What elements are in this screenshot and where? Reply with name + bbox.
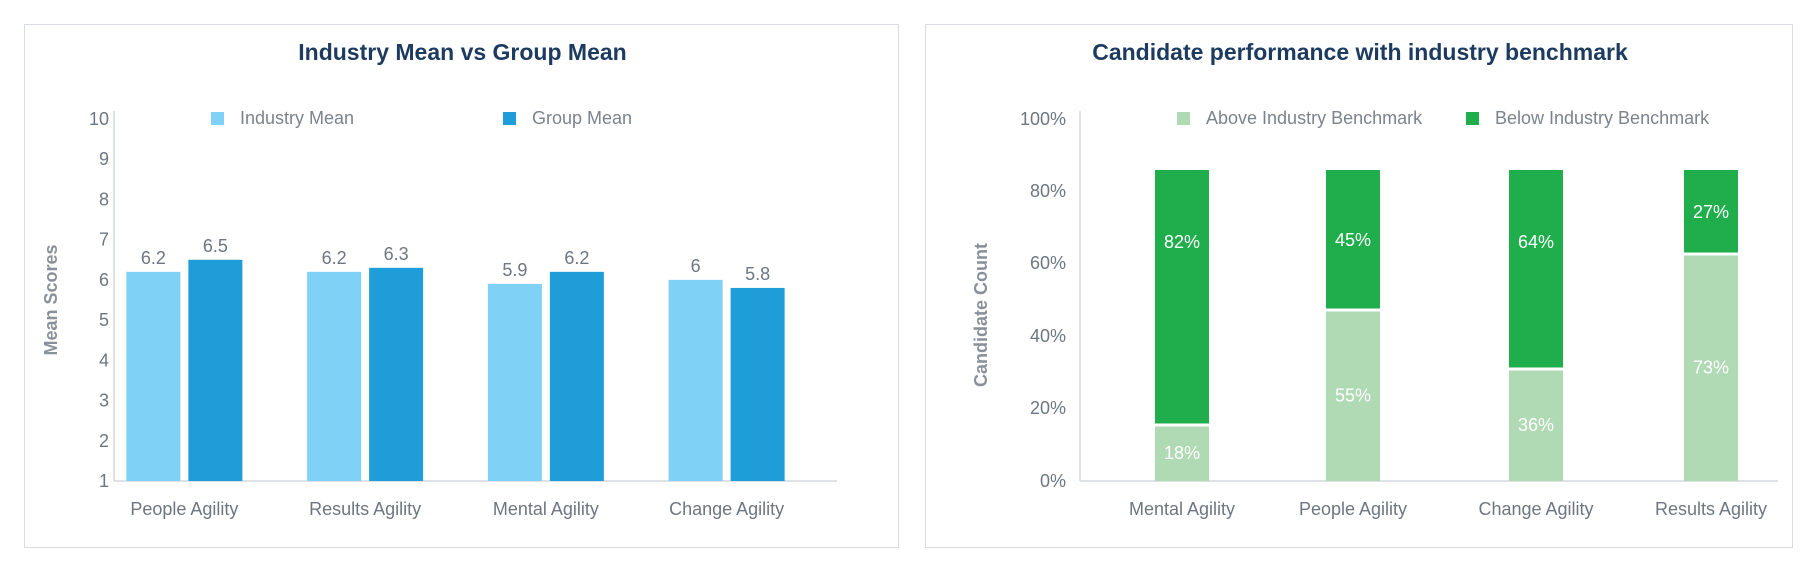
bar-segment [1326, 309, 1380, 481]
legend-label: Above Industry Benchmark [1206, 108, 1423, 128]
data-label: 36% [1518, 415, 1554, 435]
data-label: 6.2 [141, 248, 166, 268]
candidate-performance-chart: Candidate performance with industry benc… [971, 39, 1778, 519]
bar [126, 271, 181, 481]
bar [668, 279, 723, 481]
data-label: 5.9 [502, 260, 527, 280]
chart-title: Candidate performance with industry benc… [1092, 39, 1628, 65]
data-label: 45% [1335, 230, 1371, 250]
x-tick-label: Results Agility [1655, 499, 1767, 519]
data-label: 6.2 [564, 248, 589, 268]
data-label: 82% [1164, 232, 1200, 252]
bar-segment [1684, 170, 1738, 254]
legend-label: Industry Mean [240, 108, 354, 128]
x-tick-label: People Agility [130, 499, 238, 519]
y-tick-label: 3 [99, 391, 109, 411]
bar-segment [1155, 170, 1209, 426]
x-tick-label: Mental Agility [493, 499, 599, 519]
y-tick-label: 5 [99, 310, 109, 330]
bar-segment [1326, 170, 1380, 310]
bar [487, 283, 542, 481]
bar [307, 271, 362, 481]
y-tick-label: 6 [99, 270, 109, 290]
legend-swatch [1177, 112, 1190, 125]
y-axis-title: Candidate Count [971, 243, 991, 387]
x-tick-label: Change Agility [1478, 499, 1593, 519]
candidate-performance-chart-panel: Candidate performance with industry benc… [925, 24, 1793, 548]
legend-swatch [1466, 112, 1479, 125]
data-label: 5.8 [745, 264, 770, 284]
y-tick-label: 40% [1030, 326, 1066, 346]
y-tick-label: 7 [99, 230, 109, 250]
y-tick-label: 60% [1030, 253, 1066, 273]
data-label: 27% [1693, 202, 1729, 222]
data-label: 6.3 [384, 244, 409, 264]
x-tick-label: Change Agility [669, 499, 784, 519]
industry-vs-group-chart-panel: Industry Mean vs Group Mean 1 2 3 4 5 6 7 8 9 10 Me… [24, 24, 899, 548]
y-tick-label: 4 [99, 350, 109, 370]
y-tick-label: 20% [1030, 398, 1066, 418]
y-tick-label: 0% [1040, 471, 1066, 491]
y-tick-label: 80% [1030, 181, 1066, 201]
bar-segment [1155, 425, 1209, 481]
y-tick-label: 100% [1020, 109, 1066, 129]
data-label: 6 [691, 256, 701, 276]
y-tick-label: 2 [99, 431, 109, 451]
data-label: 64% [1518, 232, 1554, 252]
bar-segment [1509, 369, 1563, 481]
y-axis-title: Mean Scores [41, 244, 61, 355]
data-label: 73% [1693, 357, 1729, 377]
x-tick-label: Results Agility [309, 499, 421, 519]
legend-swatch [503, 112, 516, 125]
bar [188, 259, 243, 481]
data-label: 6.5 [203, 236, 228, 256]
data-label: 6.2 [322, 248, 347, 268]
y-tick-label: 9 [99, 149, 109, 169]
bar [549, 271, 604, 481]
legend-label: Below Industry Benchmark [1495, 108, 1710, 128]
legend-label: Group Mean [532, 108, 632, 128]
data-label: 55% [1335, 385, 1371, 405]
y-tick-label: 1 [99, 471, 109, 491]
industry-vs-group-chart: Industry Mean vs Group Mean 1 2 3 4 5 6 7 8 9 10 Me… [41, 39, 837, 519]
y-tick-label: 10 [89, 109, 109, 129]
x-tick-label: People Agility [1299, 499, 1407, 519]
chart-title: Industry Mean vs Group Mean [298, 39, 626, 65]
data-label: 18% [1164, 443, 1200, 463]
legend-swatch [211, 112, 224, 125]
bar [369, 267, 424, 481]
bar-segment [1509, 170, 1563, 370]
bar [730, 287, 785, 481]
y-tick-label: 8 [99, 189, 109, 209]
bar-segment [1684, 253, 1738, 481]
x-tick-label: Mental Agility [1129, 499, 1235, 519]
